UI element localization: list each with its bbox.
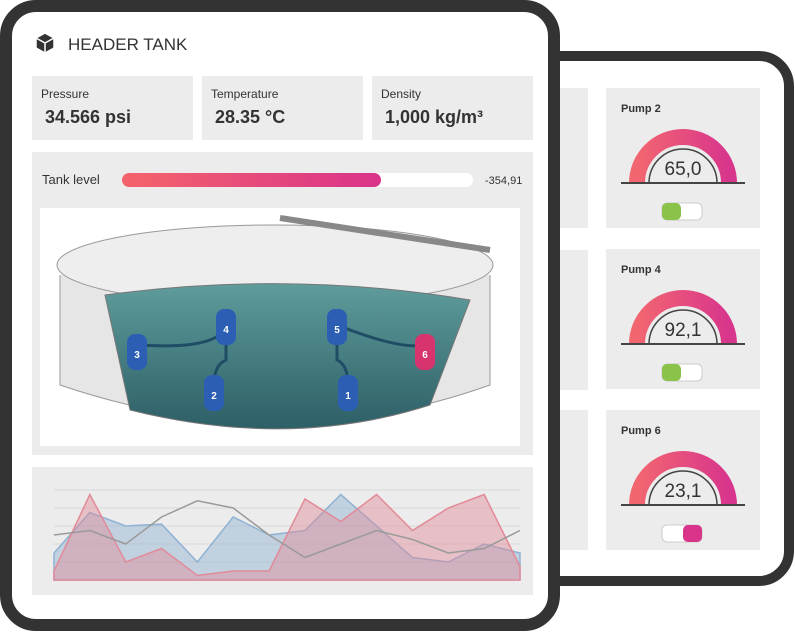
tank-pump-label: 4 — [223, 325, 229, 336]
title: HEADER TANK — [68, 35, 188, 54]
stat-label: Temperature — [211, 87, 279, 101]
tank-pump-label: 6 — [422, 350, 428, 361]
tank-pump — [415, 334, 435, 370]
tank-pump — [127, 334, 147, 370]
toggle-knob — [662, 364, 681, 381]
card — [556, 410, 588, 550]
gauge-inner — [648, 148, 718, 184]
toggle-knob — [683, 525, 702, 542]
trend-card — [32, 467, 533, 595]
stat-card — [202, 76, 363, 140]
tank-pump-label: 1 — [345, 391, 351, 402]
tank-level-label: Tank level — [42, 172, 100, 187]
level-bar — [122, 173, 381, 187]
gauge-inner — [648, 309, 718, 345]
tank-pump — [338, 375, 358, 411]
card — [556, 88, 588, 228]
stat-value: 28.35 °C — [215, 107, 285, 127]
gauge-arc — [629, 129, 737, 184]
stat-value: 1,000 kg/m³ — [385, 107, 483, 127]
tank-level-value: -354,91 — [485, 175, 522, 187]
stat-value: 34.566 psi — [45, 107, 131, 127]
logo — [35, 32, 55, 54]
tank-pump-label: 3 — [134, 350, 140, 361]
pump-name: Pump 6 — [621, 425, 661, 437]
toggle-knob — [662, 203, 681, 220]
trend-area — [53, 493, 521, 581]
stat-card — [32, 76, 193, 140]
tank-illustration — [56, 215, 494, 430]
stat-label: Pressure — [41, 87, 89, 101]
pump-name: Pump 2 — [621, 103, 661, 115]
stat-label: Density — [381, 87, 421, 101]
tank-pump — [216, 309, 236, 345]
pump-reading: 92,1 — [665, 320, 702, 341]
stat-card — [372, 76, 533, 140]
pump-reading: 23,1 — [665, 481, 702, 502]
gauge-arc — [629, 290, 737, 345]
pump-name: Pump 4 — [621, 264, 662, 276]
pump-reading: 65,0 — [665, 159, 702, 180]
gauge-arc — [629, 451, 737, 506]
gauge-inner — [648, 470, 718, 506]
tank-pump-label: 2 — [211, 391, 217, 402]
tank-pump — [327, 309, 347, 345]
card — [556, 250, 588, 390]
tank-pump-label: 5 — [334, 325, 340, 336]
tank-pump — [204, 375, 224, 411]
trend-line — [53, 500, 521, 559]
